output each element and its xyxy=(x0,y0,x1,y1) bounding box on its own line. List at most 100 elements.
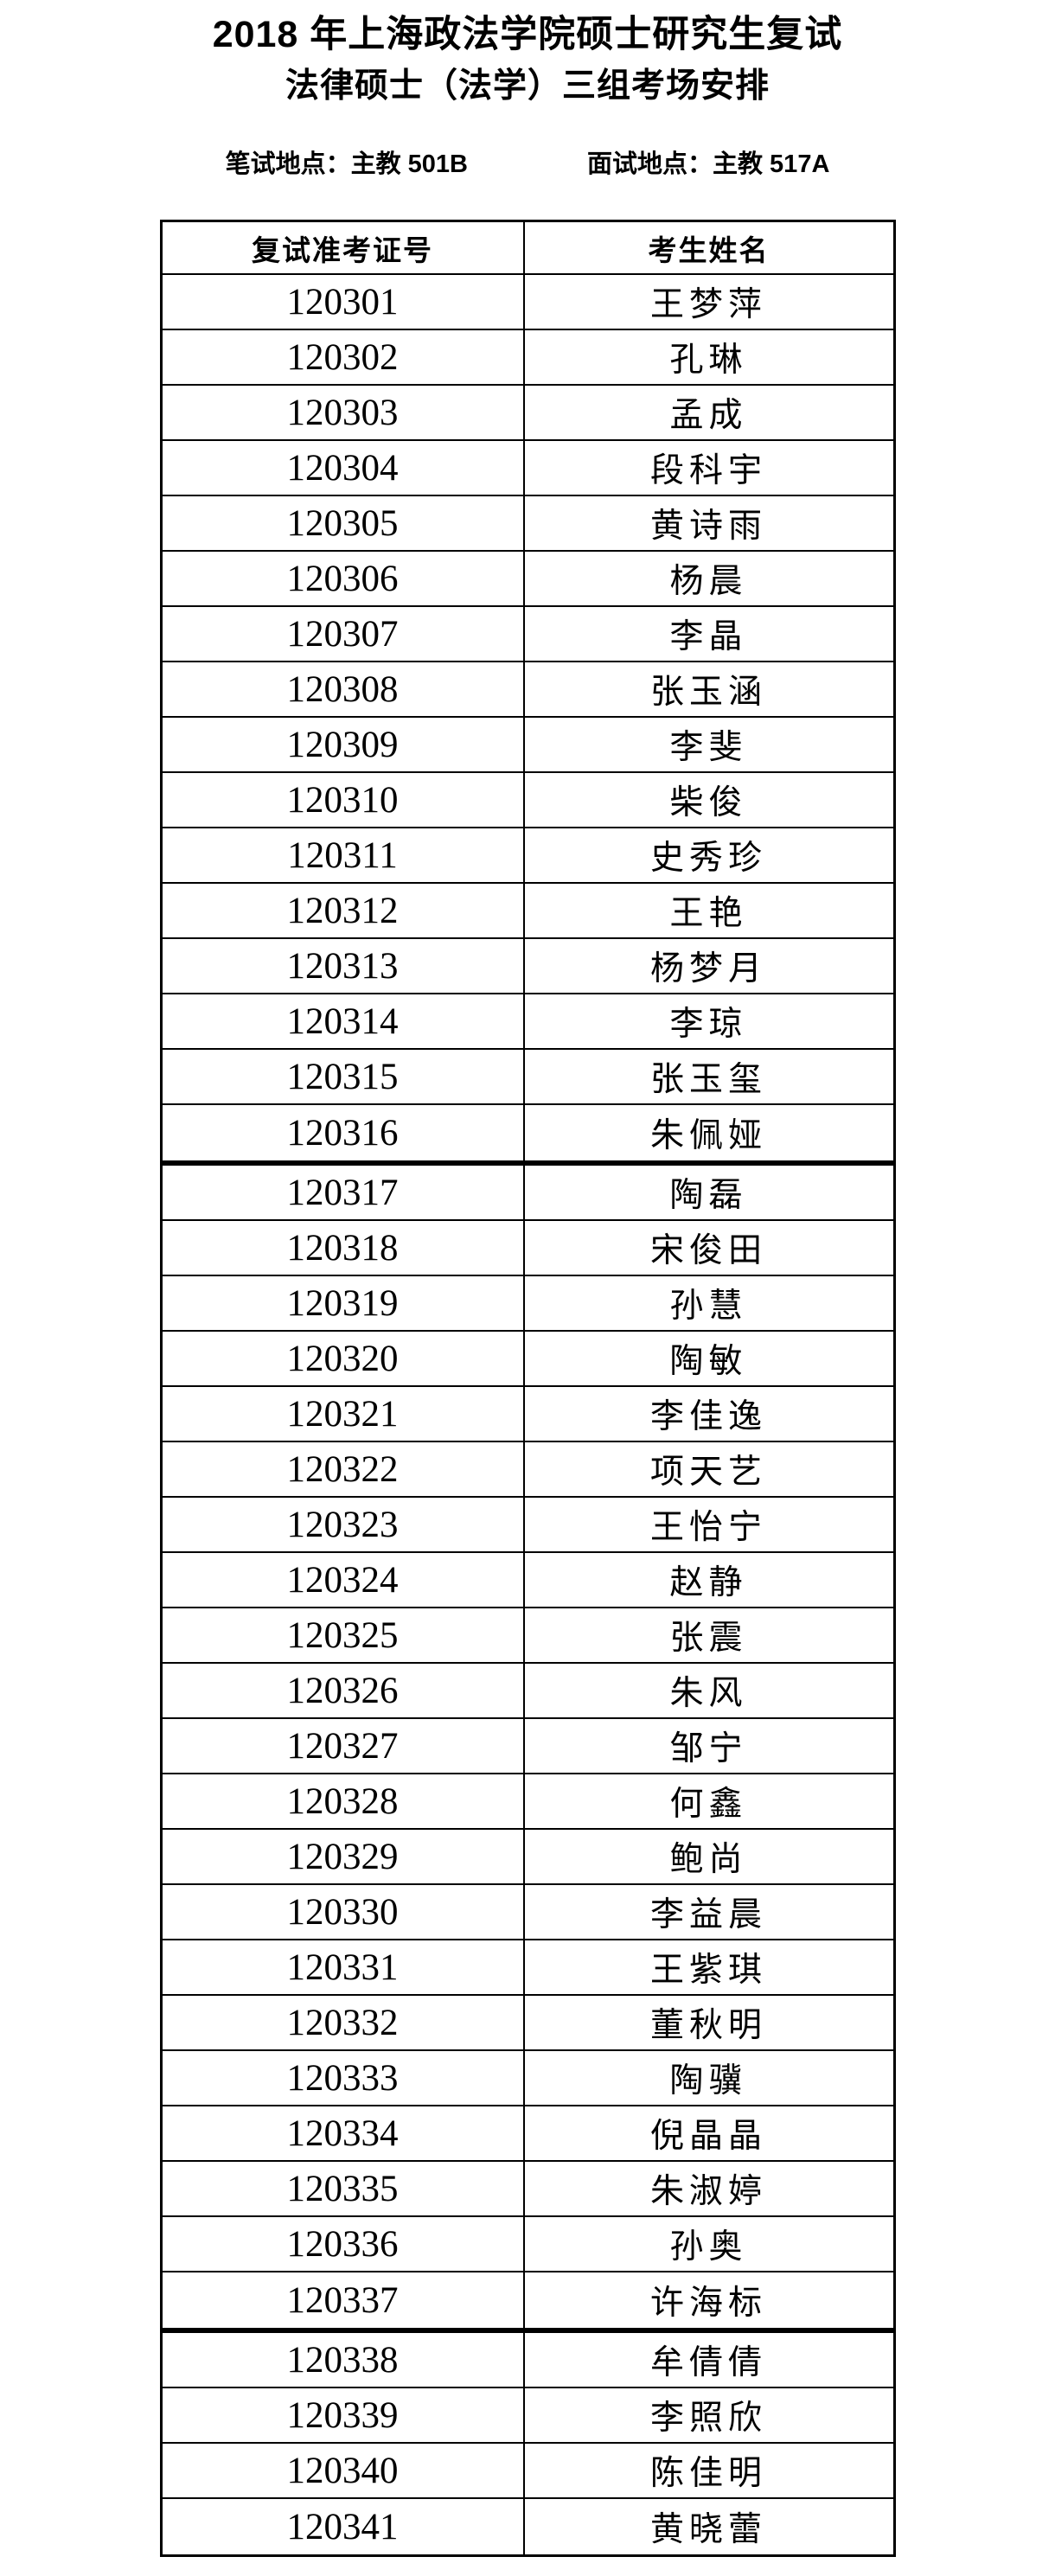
table-row: 120313 杨梦月 xyxy=(162,939,893,995)
admission-number-cell: 120322 xyxy=(163,1442,525,1497)
table-row: 120317 陶磊 xyxy=(162,1166,893,1222)
table-row: 120326 朱风 xyxy=(162,1664,893,1720)
candidate-name-cell: 孙慧 xyxy=(669,1288,748,1326)
table-row: 120335 朱淑婷 xyxy=(162,2162,893,2218)
candidate-name-cell: 张玉玺 xyxy=(649,1061,767,1099)
admission-number-cell: 120319 xyxy=(163,1276,525,1331)
table-row: 120327 邹宁 xyxy=(162,1719,893,1775)
admission-number-cell: 120313 xyxy=(163,939,525,994)
exam-room-table: 复试准考证号 考生姓名 120301 王梦萍 120302 孔琳 120303 … xyxy=(159,220,896,2558)
table-row: 120319 孙慧 xyxy=(162,1276,893,1333)
candidate-name-cell: 柴俊 xyxy=(669,784,748,822)
header-cell-admission-number: 复试准考证号 xyxy=(163,222,525,274)
candidate-name-cell: 李照欣 xyxy=(649,2400,767,2438)
table-row: 120334 倪晶晶 xyxy=(162,2106,893,2163)
candidate-name-cell: 何鑫 xyxy=(669,1786,748,1824)
candidate-name-cell: 李益晨 xyxy=(649,1896,767,1934)
table-row: 120330 李益晨 xyxy=(162,1885,893,1941)
candidate-name-cell: 李晶 xyxy=(669,618,748,656)
table-row: 120340 陈佳明 xyxy=(162,2444,893,2500)
table-row: 120325 张震 xyxy=(162,1608,893,1665)
admission-number-cell: 120324 xyxy=(163,1553,525,1608)
table-row: 120324 赵静 xyxy=(162,1553,893,1609)
table-row: 120306 杨晨 xyxy=(162,552,893,608)
admission-number-cell: 120302 xyxy=(163,330,525,385)
admission-number-cell: 120339 xyxy=(163,2388,525,2443)
candidate-name-cell: 陶骥 xyxy=(669,2062,748,2100)
table-row: 120337 许海标 xyxy=(163,2272,893,2329)
candidate-name-cell: 孙奥 xyxy=(669,2228,748,2266)
admission-number-cell: 120304 xyxy=(163,441,525,495)
table-row: 120314 李琼 xyxy=(162,994,893,1051)
admission-number-cell: 120318 xyxy=(163,1221,525,1275)
table-row: 120338 牟倩倩 xyxy=(162,2333,893,2389)
table-row: 120301 王梦萍 xyxy=(162,275,893,331)
candidate-name-cell: 李琼 xyxy=(669,1006,748,1044)
admission-number-cell: 120334 xyxy=(163,2106,525,2161)
admission-number-cell: 120321 xyxy=(163,1387,525,1441)
table-row: 120312 王艳 xyxy=(162,884,893,940)
table-body: 120301 王梦萍 120302 孔琳 120303 孟成 120304 段科… xyxy=(162,275,893,2555)
table-row: 120320 陶敏 xyxy=(162,1332,893,1388)
candidate-name-cell: 史秀珍 xyxy=(649,840,767,878)
candidate-name-cell: 王怡宁 xyxy=(649,1509,767,1547)
admission-number-cell: 120333 xyxy=(163,2051,525,2106)
table-row: 120310 柴俊 xyxy=(162,773,893,829)
admission-number-cell: 120332 xyxy=(163,1996,525,2050)
candidate-name-cell: 朱淑婷 xyxy=(649,2173,767,2211)
table-row: 120307 李晶 xyxy=(162,607,893,663)
table-row: 120341 黄晓蕾 xyxy=(163,2499,893,2555)
candidate-name-cell: 张震 xyxy=(669,1620,748,1658)
admission-number-cell: 120338 xyxy=(163,2333,525,2387)
candidate-name-cell: 李佳逸 xyxy=(649,1398,767,1436)
admission-number-cell: 120301 xyxy=(163,275,525,329)
candidate-name-cell: 倪晶晶 xyxy=(649,2118,767,2156)
table-row: 120339 李照欣 xyxy=(162,2388,893,2445)
admission-number-cell: 120328 xyxy=(163,1774,525,1829)
exam-locations-row: 笔试地点：主教 501B 面试地点：主教 517A xyxy=(0,150,1055,180)
header-cell-candidate-name: 考生姓名 xyxy=(648,233,770,266)
admission-number-cell: 120337 xyxy=(163,2272,525,2329)
admission-number-cell: 120309 xyxy=(163,718,525,772)
candidate-name-cell: 项天艺 xyxy=(649,1454,767,1492)
candidate-name-cell: 杨梦月 xyxy=(649,950,767,988)
admission-number-cell: 120305 xyxy=(163,496,525,551)
admission-number-cell: 120311 xyxy=(163,828,525,883)
table-row: 120316 朱佩娅 xyxy=(163,1105,893,1161)
table-row: 120302 孔琳 xyxy=(162,330,893,387)
admission-number-cell: 120316 xyxy=(163,1105,525,1161)
admission-number-cell: 120307 xyxy=(163,607,525,662)
written-exam-location-label: 笔试地点：主教 501B xyxy=(225,150,468,179)
admission-number-cell: 120312 xyxy=(163,884,525,938)
candidate-name-cell: 赵静 xyxy=(669,1564,748,1602)
candidate-name-cell: 王梦萍 xyxy=(649,286,767,324)
candidate-name-cell: 王紫琪 xyxy=(649,1952,767,1990)
table-row: 120303 孟成 xyxy=(162,386,893,442)
candidate-name-cell: 孟成 xyxy=(669,397,748,435)
candidate-name-cell: 鲍尚 xyxy=(669,1841,748,1879)
table-row: 120309 李斐 xyxy=(162,718,893,774)
admission-number-cell: 120317 xyxy=(163,1166,525,1220)
table-row: 120328 何鑫 xyxy=(162,1774,893,1831)
admission-number-cell: 120323 xyxy=(163,1498,525,1552)
candidate-name-cell: 黄诗雨 xyxy=(649,508,767,546)
admission-number-cell: 120315 xyxy=(163,1050,525,1104)
table-row: 120336 孙奥 xyxy=(162,2217,893,2273)
table-row: 120332 董秋明 xyxy=(162,1996,893,2052)
admission-number-cell: 120308 xyxy=(163,662,525,717)
candidate-name-cell: 陈佳明 xyxy=(649,2455,767,2493)
interview-location-label: 面试地点：主教 517A xyxy=(587,150,830,179)
candidate-name-cell: 张玉涵 xyxy=(649,674,767,712)
admission-number-cell: 120330 xyxy=(163,1885,525,1940)
admission-number-cell: 120310 xyxy=(163,773,525,828)
candidate-name-cell: 许海标 xyxy=(649,2285,767,2323)
table-row: 120315 张玉玺 xyxy=(162,1050,893,1106)
candidate-name-cell: 陶敏 xyxy=(669,1343,748,1381)
admission-number-cell: 120329 xyxy=(163,1830,525,1884)
table-row: 120318 宋俊田 xyxy=(162,1221,893,1277)
table-row: 120323 王怡宁 xyxy=(162,1498,893,1554)
page-break-divider xyxy=(162,2328,893,2334)
table-row: 120321 李佳逸 xyxy=(162,1387,893,1443)
table-row: 120322 项天艺 xyxy=(162,1442,893,1499)
